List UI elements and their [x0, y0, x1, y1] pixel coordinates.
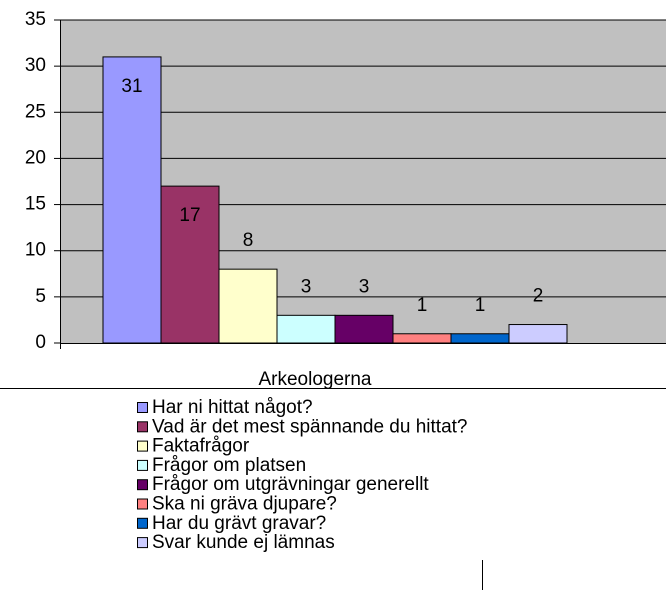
legend-label: Faktafrågor: [152, 436, 250, 457]
bar: [450, 333, 510, 344]
bar: [392, 333, 452, 344]
legend-swatch: [137, 402, 148, 413]
legend-swatch: [137, 421, 148, 433]
data-label: 1: [417, 295, 428, 316]
legend-label: Vad är det mest spännande du hittat?: [152, 416, 467, 437]
legend-label: Har ni hittat något?: [152, 397, 313, 418]
legend-swatch: [137, 479, 148, 491]
data-label: 2: [533, 286, 544, 307]
x-tick-label: Arkeologerna: [258, 369, 371, 390]
bar: [160, 185, 220, 344]
data-label: 8: [243, 230, 254, 251]
y-tick-label: 30: [25, 55, 46, 76]
y-tick-label: 10: [25, 240, 46, 261]
legend-label: Har du grävt gravar?: [152, 513, 326, 534]
bar: [276, 314, 336, 344]
bar: [218, 268, 278, 344]
legend-label: Ska ni gräva djupare?: [152, 494, 337, 515]
legend-label: Frågor om utgrävningar generellt: [152, 474, 429, 495]
y-tick-label: 0: [35, 332, 46, 353]
legend-swatch: [137, 498, 148, 510]
legend-swatch: [137, 537, 148, 549]
data-label: 3: [301, 276, 312, 297]
y-tick-label: 15: [25, 194, 46, 215]
legend-label: Frågor om platsen: [152, 455, 306, 476]
legend-swatch: [137, 459, 148, 471]
data-label: 3: [359, 276, 370, 297]
data-label: 1: [475, 295, 486, 316]
data-label: 31: [121, 76, 142, 97]
y-tick-label: 20: [25, 147, 46, 168]
bar: [334, 314, 394, 344]
y-tick-label: 5: [35, 286, 46, 307]
y-tick-label: 25: [25, 101, 46, 122]
legend-label: Svar kunde ej lämnas: [152, 532, 335, 553]
y-tick-label: 35: [25, 9, 46, 30]
data-label: 17: [179, 205, 200, 226]
legend-swatch: [137, 440, 148, 452]
bar: [102, 56, 162, 344]
bar: [508, 324, 568, 344]
legend-swatch: [137, 517, 148, 529]
